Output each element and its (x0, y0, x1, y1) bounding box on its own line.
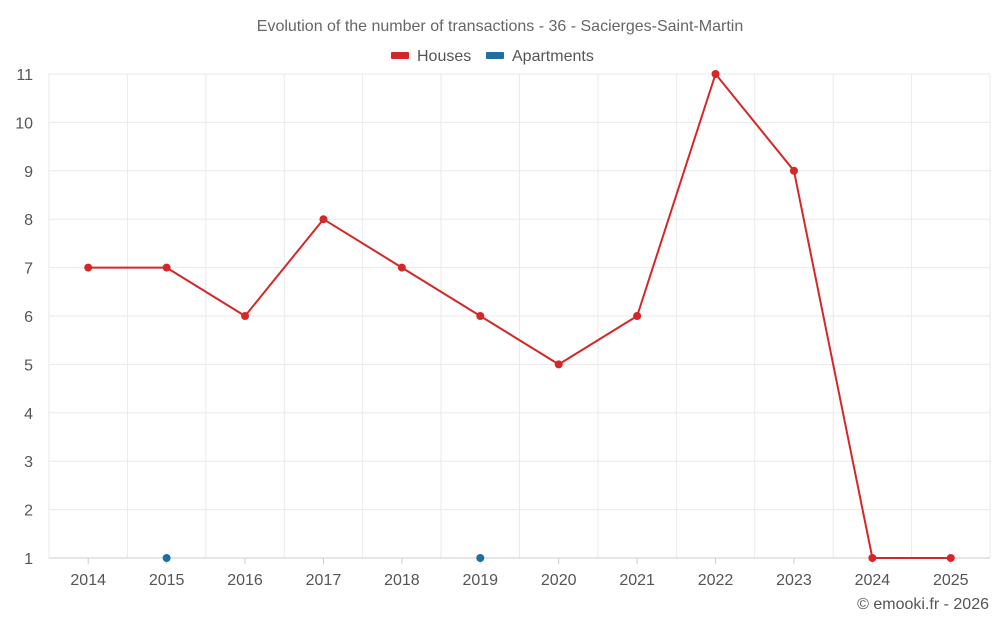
legend-label-apartments: Apartments (512, 48, 594, 65)
credit-text: © emooki.fr - 2026 (857, 596, 989, 613)
point-houses-2016[interactable] (241, 312, 250, 320)
y-tick-label: 1 (24, 551, 33, 568)
y-tick-label: 10 (15, 115, 33, 132)
y-tick-label: 4 (24, 406, 33, 423)
y-tick-label: 5 (24, 357, 33, 374)
x-tick-label-2025: 2025 (933, 572, 969, 589)
point-houses-2023[interactable] (789, 166, 798, 175)
point-apartments-2019[interactable] (476, 554, 485, 562)
legend-swatch-apartments (486, 52, 504, 59)
x-tick-label-2017: 2017 (306, 572, 342, 589)
point-houses-2014[interactable] (84, 263, 93, 272)
series-line-houses (88, 73, 951, 559)
series-apartments (162, 554, 485, 562)
legend-swatch-houses (391, 52, 409, 59)
y-tick-label: 11 (16, 67, 33, 84)
grid (48, 73, 991, 558)
x-tick-label-2022: 2022 (698, 572, 734, 589)
y-tick-label: 2 (24, 503, 33, 520)
point-houses-2022[interactable] (711, 70, 720, 78)
x-tick-label-2018: 2018 (384, 572, 420, 589)
legend: Houses Apartments (391, 48, 594, 65)
x-tick-label-2015: 2015 (149, 572, 185, 589)
point-houses-2018[interactable] (397, 263, 406, 272)
point-houses-2024[interactable] (868, 554, 877, 562)
x-tick-label-2021: 2021 (619, 572, 655, 589)
axes: 1 2 3 4 5 6 7 8 9 10 11 2014 2015 2016 2017 2018 2019 202… (15, 67, 990, 589)
point-houses-2019[interactable] (476, 312, 485, 320)
x-tick-label-2019: 2019 (462, 572, 498, 589)
series-houses (84, 70, 955, 562)
y-tick-label: 6 (24, 309, 33, 326)
x-tick-label-2023: 2023 (776, 572, 812, 589)
point-houses-2020[interactable] (554, 360, 563, 369)
x-tick-label-2014: 2014 (70, 572, 106, 589)
y-tick-label: 3 (24, 454, 33, 471)
point-houses-2015[interactable] (162, 263, 171, 272)
x-tick-label-2020: 2020 (541, 572, 577, 589)
point-apartments-2015[interactable] (162, 554, 171, 562)
legend-item-apartments[interactable]: Apartments (486, 48, 594, 65)
legend-item-houses[interactable]: Houses (391, 48, 471, 65)
y-tick-label: 7 (24, 261, 33, 278)
chart-title: Evolution of the number of transactions … (257, 18, 743, 35)
series (84, 70, 955, 562)
legend-label-houses: Houses (417, 48, 471, 65)
y-tick-label: 9 (24, 164, 33, 181)
y-tick-label: 8 (24, 212, 33, 229)
x-tick-label-2016: 2016 (227, 572, 263, 589)
point-houses-2021[interactable] (633, 312, 642, 320)
point-houses-2017[interactable] (319, 215, 328, 224)
x-tick-label-2024: 2024 (855, 572, 891, 589)
point-houses-2025[interactable] (946, 554, 955, 562)
